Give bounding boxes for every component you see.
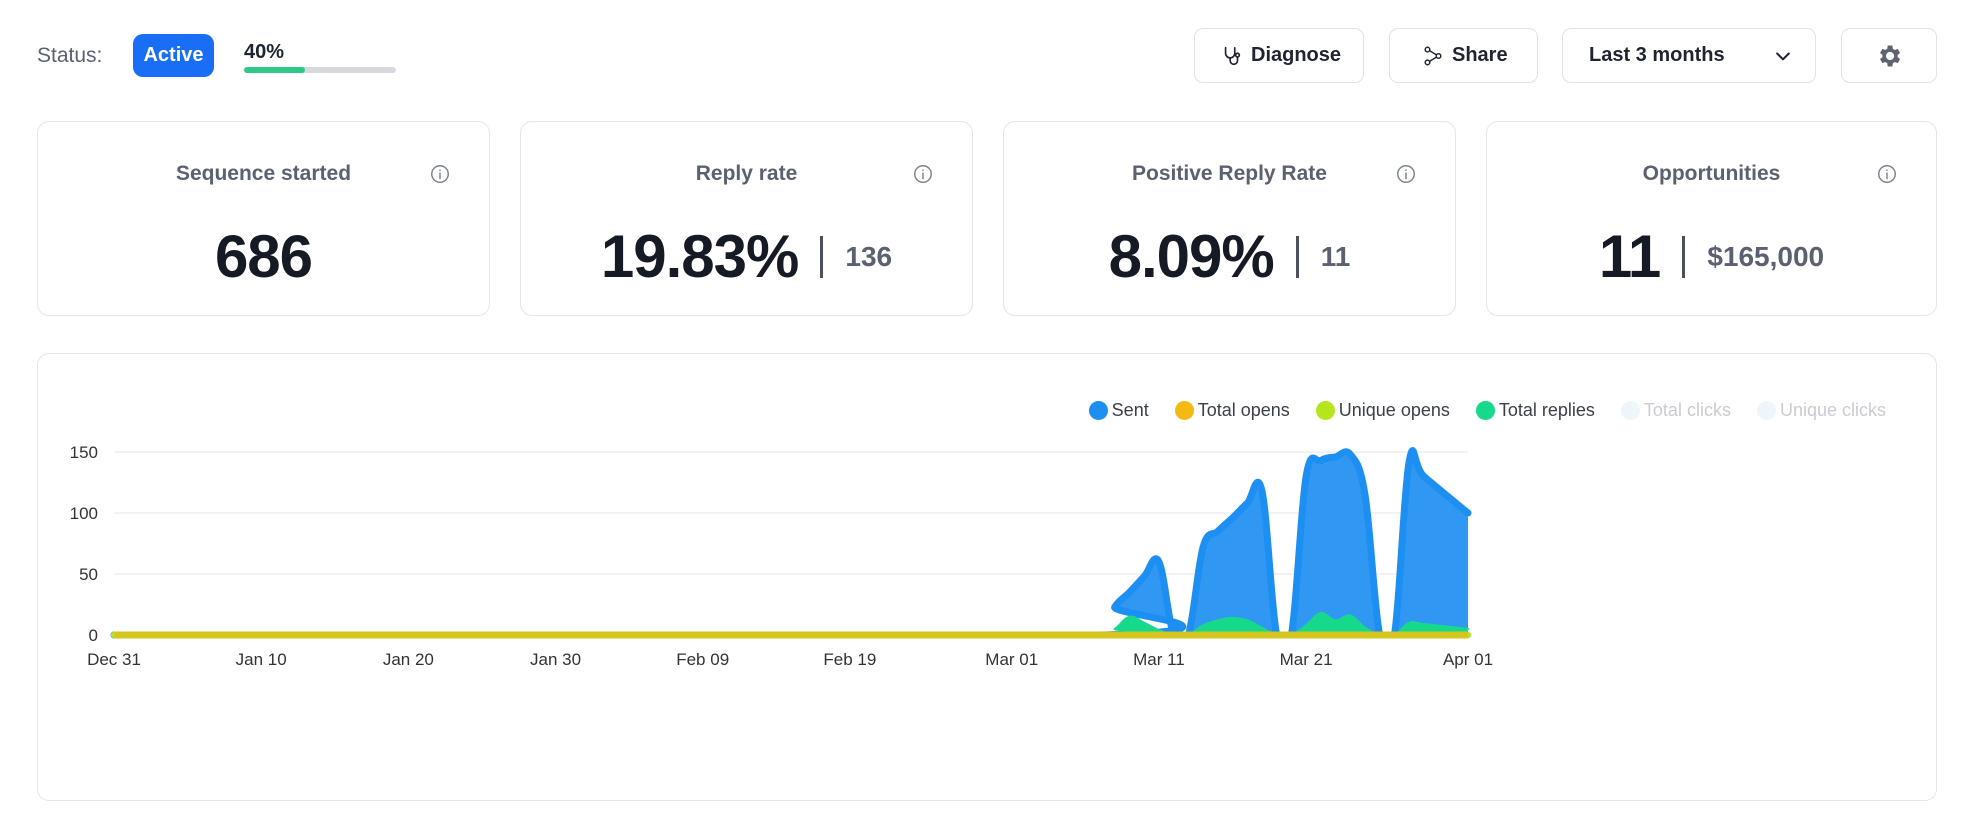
- card-value: 8.09%: [1108, 223, 1275, 290]
- share-icon: [1424, 46, 1442, 65]
- stat-card-sequence-started: Sequence started 686: [37, 121, 490, 316]
- card-value: 19.83%: [600, 223, 799, 290]
- card-title: Positive Reply Rate: [1132, 162, 1327, 185]
- legend-dot: [1475, 401, 1495, 420]
- value-divider: [1295, 235, 1299, 278]
- x-tick-label: Jan 30: [530, 650, 581, 669]
- status-badge[interactable]: Active: [133, 34, 214, 77]
- activity-chart-card: Sent Total opens Unique opens Total repl…: [37, 353, 1937, 801]
- share-button[interactable]: Share: [1389, 28, 1538, 83]
- legend-item-unique-opens[interactable]: Unique opens: [1315, 400, 1450, 421]
- legend-label: Total replies: [1498, 400, 1595, 420]
- legend-dot: [1620, 401, 1640, 420]
- activity-area-chart[interactable]: 0 50 100 150 Dec 31 Jan 10 Jan 20 Jan 30 Feb 09 F…: [38, 354, 1938, 802]
- progress-percent: 40%: [244, 41, 285, 63]
- info-icon[interactable]: [1876, 163, 1898, 185]
- info-icon[interactable]: [429, 163, 451, 185]
- info-icon[interactable]: [1395, 163, 1417, 185]
- progress-bar: [244, 67, 396, 73]
- y-tick-label: 100: [70, 504, 98, 523]
- x-tick-label: Mar 11: [1133, 650, 1185, 669]
- stat-card-reply-rate: Reply rate 19.83% 136: [520, 121, 973, 316]
- y-tick-label: 0: [89, 626, 98, 645]
- settings-button[interactable]: [1841, 28, 1937, 83]
- x-tick-label: Mar 01: [985, 650, 1038, 669]
- diagnose-label: Diagnose: [1251, 44, 1342, 66]
- legend-dot: [1315, 401, 1335, 420]
- x-tick-label: Apr 01: [1443, 650, 1493, 669]
- legend-item-total-opens[interactable]: Total opens: [1174, 400, 1290, 421]
- x-tick-label: Dec 31: [87, 650, 141, 669]
- gear-icon: [1880, 45, 1901, 66]
- legend-label: Total opens: [1197, 400, 1290, 420]
- card-value: 11: [1598, 223, 1661, 290]
- stat-card-positive-reply-rate: Positive Reply Rate 8.09% 11: [1003, 121, 1456, 316]
- legend-label: Unique opens: [1338, 400, 1450, 420]
- x-tick-label: Feb 19: [823, 650, 876, 669]
- y-tick-label: 50: [79, 565, 98, 584]
- legend-label: Unique clicks: [1779, 400, 1886, 420]
- x-tick-label: Jan 20: [383, 650, 434, 669]
- area-sent: [114, 450, 1468, 635]
- y-tick-label: 150: [70, 443, 98, 462]
- diagnose-button[interactable]: Diagnose: [1194, 28, 1364, 83]
- share-label: Share: [1452, 44, 1508, 66]
- chevron-down-icon: [1776, 52, 1790, 61]
- legend-item-total-clicks[interactable]: Total clicks: [1620, 400, 1731, 421]
- legend-item-total-replies[interactable]: Total replies: [1475, 400, 1595, 421]
- card-secondary-value: 136: [845, 240, 893, 272]
- legend-item-sent[interactable]: Sent: [1088, 400, 1149, 421]
- card-secondary-value: 11: [1320, 240, 1351, 272]
- info-icon[interactable]: [912, 163, 934, 185]
- stat-card-opportunities: Opportunities 11 $165,000: [1486, 121, 1937, 316]
- date-range-value: Last 3 months: [1589, 44, 1725, 66]
- chart-legend: Sent Total opens Unique opens Total repl…: [1063, 400, 1886, 421]
- x-tick-label: Mar 21: [1280, 650, 1333, 669]
- legend-dot: [1088, 401, 1108, 420]
- legend-item-unique-clicks[interactable]: Unique clicks: [1756, 400, 1886, 421]
- card-title: Reply rate: [695, 162, 798, 185]
- legend-dot: [1174, 401, 1194, 420]
- card-title: Sequence started: [175, 162, 352, 185]
- value-divider: [820, 235, 824, 278]
- status-label: Status:: [37, 44, 103, 67]
- card-secondary-value: $165,000: [1707, 240, 1825, 272]
- value-divider: [1682, 235, 1686, 278]
- legend-label: Total clicks: [1643, 400, 1731, 420]
- x-tick-label: Feb 09: [676, 650, 729, 669]
- progress-bar-fill: [244, 67, 305, 73]
- card-value: 686: [214, 223, 313, 290]
- area-total-replies: [114, 612, 1468, 635]
- legend-label: Sent: [1111, 400, 1149, 420]
- stethoscope-icon: [1224, 46, 1241, 65]
- card-title: Opportunities: [1642, 162, 1781, 185]
- date-range-select[interactable]: Last 3 months: [1562, 28, 1816, 83]
- line-sent: [110, 447, 1472, 639]
- legend-dot: [1756, 401, 1776, 420]
- x-tick-label: Jan 10: [236, 650, 287, 669]
